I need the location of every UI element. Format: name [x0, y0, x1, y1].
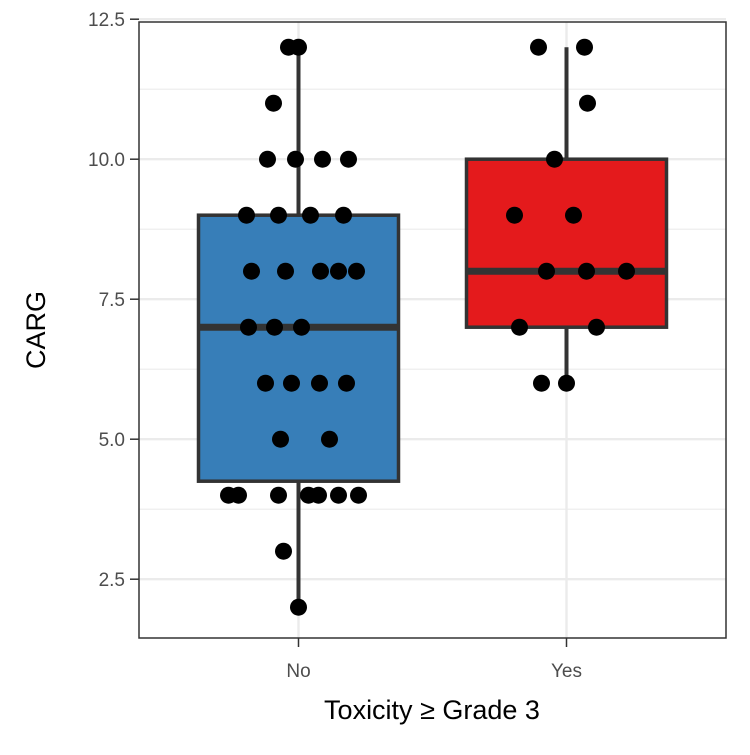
- data-point-no: [311, 374, 328, 392]
- x-tick-label: Yes: [551, 661, 582, 682]
- data-point-no: [310, 486, 327, 504]
- boxes: [196, 47, 669, 608]
- data-point-no: [335, 206, 352, 224]
- data-point-no: [259, 150, 276, 168]
- data-point-no: [302, 206, 319, 224]
- box-no: [196, 213, 401, 483]
- data-point-yes: [579, 94, 596, 112]
- data-point-yes: [618, 262, 635, 280]
- data-point-no: [266, 318, 283, 336]
- data-point-no: [312, 262, 329, 280]
- panel-border: [138, 21, 727, 639]
- data-point-no: [240, 318, 257, 336]
- data-point-yes: [578, 262, 595, 280]
- data-point-no: [272, 430, 289, 448]
- data-point-no: [243, 262, 260, 280]
- data-point-no: [230, 486, 247, 504]
- data-point-no: [314, 150, 331, 168]
- data-point-no: [283, 374, 300, 392]
- axes: 2.5 5.0 7.5 10.0 12.5 No Yes: [88, 10, 582, 682]
- data-point-no: [270, 486, 287, 504]
- data-point-no: [340, 150, 357, 168]
- data-point-no: [257, 374, 274, 392]
- data-point-no: [287, 150, 304, 168]
- box-yes: [464, 157, 669, 329]
- data-point-no: [330, 486, 347, 504]
- x-axis-title: Toxicity ≥ Grade 3: [324, 695, 540, 725]
- data-point-no: [275, 542, 292, 560]
- data-point-no: [270, 206, 287, 224]
- data-point-no: [290, 38, 307, 56]
- data-point-no: [265, 94, 282, 112]
- data-point-no: [238, 206, 255, 224]
- data-point-yes: [565, 206, 582, 224]
- y-tick-label: 5.0: [99, 430, 125, 451]
- data-point-no: [293, 318, 310, 336]
- data-point-yes: [588, 318, 605, 336]
- data-point-yes: [533, 374, 550, 392]
- data-point-yes: [538, 262, 555, 280]
- data-point-no: [321, 430, 338, 448]
- y-axis-title: CARG: [21, 291, 51, 369]
- data-point-yes: [558, 374, 575, 392]
- data-point-no: [277, 262, 294, 280]
- data-point-no: [290, 598, 307, 616]
- x-tick-label: No: [286, 661, 310, 682]
- data-point-yes: [511, 318, 528, 336]
- data-points: [220, 38, 635, 616]
- data-point-no: [350, 486, 367, 504]
- y-tick-label: 2.5: [99, 570, 125, 591]
- y-tick-label: 12.5: [88, 10, 125, 31]
- data-point-yes: [506, 206, 523, 224]
- y-tick-label: 7.5: [99, 290, 125, 311]
- y-tick-label: 10.0: [88, 150, 125, 171]
- data-point-no: [338, 374, 355, 392]
- data-point-no: [330, 262, 347, 280]
- data-point-yes: [576, 38, 593, 56]
- data-point-no: [348, 262, 365, 280]
- data-point-yes: [546, 150, 563, 168]
- data-point-yes: [530, 38, 547, 56]
